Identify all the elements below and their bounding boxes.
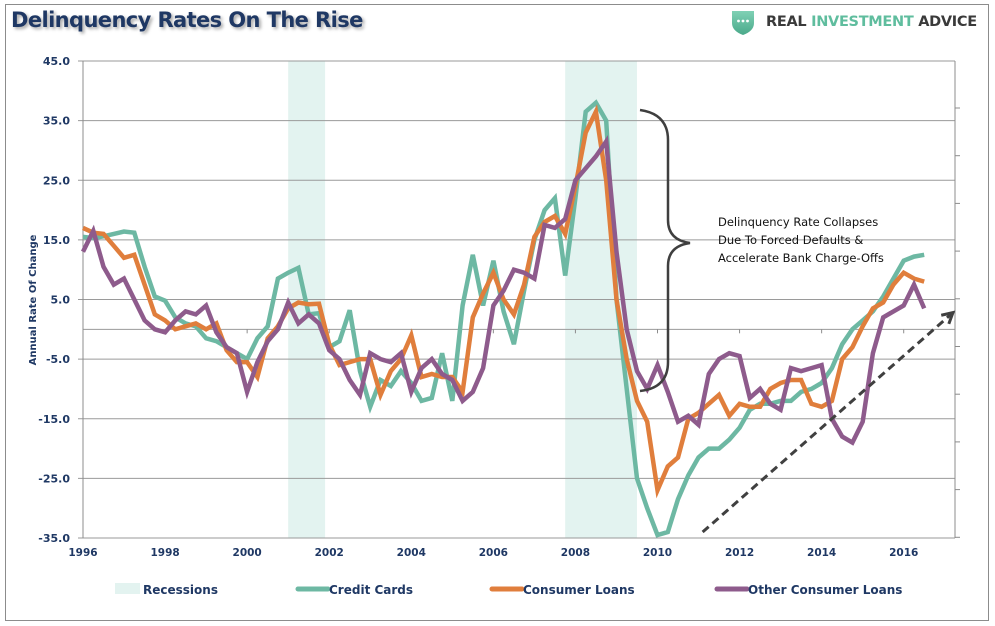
y-tick-label: 25.0: [43, 174, 70, 187]
x-tick-label: 2006: [479, 547, 508, 559]
legend-item-consumer-loans: Consumer Loans: [489, 583, 635, 597]
y-tick-label: 5.0: [51, 294, 71, 307]
trend-arrow: [701, 310, 956, 534]
annotation-layer: Delinquency Rate Collapses Due To Forced…: [639, 108, 884, 393]
x-tick-label: 1996: [68, 547, 97, 559]
legend-label: Other Consumer Loans: [748, 583, 902, 597]
x-tick-label: 1998: [150, 547, 179, 559]
trend-arrow-line: [701, 311, 954, 534]
y-tick-label: -5.0: [46, 353, 70, 366]
brand-logo: REAL INVESTMENT ADVICE: [730, 8, 977, 36]
x-tick-label: 2004: [397, 547, 426, 559]
curly-brace: [639, 108, 691, 393]
y-tick-label: -25.0: [38, 472, 70, 485]
legend-swatch: [115, 583, 140, 594]
x-tick-label: 2012: [725, 547, 754, 559]
x-tick-label: 2000: [233, 547, 262, 559]
trend-arrow-head: [940, 310, 956, 325]
y-tick-label: -15.0: [38, 413, 70, 426]
y-tick-label: -35.0: [38, 532, 70, 545]
x-tick-label: 2008: [561, 547, 590, 559]
legend-item-recessions: Recessions: [115, 583, 218, 597]
gridlines: [78, 60, 955, 539]
x-tick-label: 2016: [889, 547, 918, 559]
series-line-consumer-loans: [82, 104, 925, 499]
series-lines: [80, 99, 927, 538]
legend-item-other-consumer-loans: Other Consumer Loans: [714, 583, 902, 597]
legend-label: Credit Cards: [329, 583, 413, 597]
annotation-line-3: Accelerate Bank Charge-Offs: [718, 251, 884, 265]
legend: Recessions Credit Cards Consumer Loans Othe…: [115, 583, 902, 597]
annotation-line-2: Due To Forced Defaults &: [718, 233, 863, 247]
shield-dots-icon: [732, 11, 754, 35]
legend-label: Recessions: [143, 583, 218, 597]
chart-title: Delinquency Rates On The Rise: [11, 8, 363, 32]
legend-label: Consumer Loans: [523, 583, 635, 597]
legend-item-credit-cards: Credit Cards: [295, 583, 413, 597]
axes: -35.0 -25.0 -15.0 -5.0 5.0 15.0 25.0 35.0 45.0 19…: [38, 55, 960, 559]
y-tick-label: 45.0: [43, 55, 70, 68]
x-tick-label: 2002: [315, 547, 344, 559]
y-tick-label: 15.0: [43, 234, 70, 247]
annotation-line-1: Delinquency Rate Collapses: [718, 215, 878, 229]
brand-name: REAL INVESTMENT ADVICE: [766, 14, 977, 30]
x-tick-label: 2014: [807, 547, 836, 559]
y-tick-label: 35.0: [43, 115, 70, 128]
x-tick-label: 2010: [643, 547, 672, 559]
y-axis-label: Annual Rate Of Change: [28, 234, 39, 365]
chart-frame: [5, 4, 989, 621]
series-line-other-consumer-loans: [80, 135, 927, 446]
